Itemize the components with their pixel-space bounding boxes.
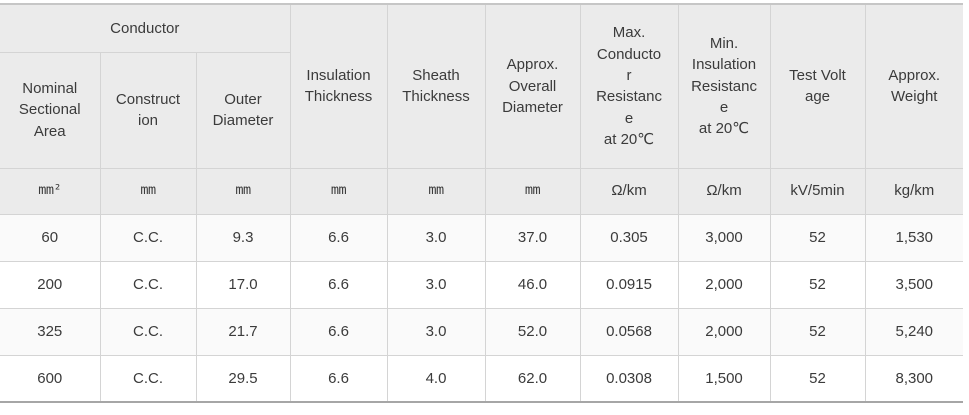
col-header-max-conductor-resistance: Max. Conducto r Resistanc e at 20℃	[579, 3, 679, 169]
cell-construction: C.C.	[99, 307, 197, 356]
table-row: 600 C.C. 29.5 6.6 4.0 62.0 0.0308 1,500 …	[0, 354, 964, 403]
cell-construction: C.C.	[99, 354, 197, 403]
cell-min-insulation-resistance: 2,000	[677, 307, 771, 356]
col-header-insulation-thickness: Insulation Thickness	[289, 3, 388, 169]
table-row: 325 C.C. 21.7 6.6 3.0 52.0 0.0568 2,000 …	[0, 307, 964, 356]
unit-approx-weight: kg/km	[864, 167, 964, 215]
unit-approx-overall-diameter: mm	[484, 167, 581, 215]
cell-max-conductor-resistance: 0.0915	[579, 260, 679, 309]
header-group-row: Conductor Insulation Thickness Sheath Th…	[0, 3, 964, 169]
cell-insulation-thickness: 6.6	[289, 260, 388, 309]
cell-approx-overall-diameter: 46.0	[484, 260, 581, 309]
col-header-outer-diameter: Outer Diameter	[195, 51, 291, 169]
table-row: 60 C.C. 9.3 6.6 3.0 37.0 0.305 3,000 52 …	[0, 213, 964, 262]
unit-min-insulation-resistance: Ω/km	[677, 167, 771, 215]
cell-approx-weight: 3,500	[864, 260, 964, 309]
cell-nominal-sectional-area: 200	[0, 260, 101, 309]
cell-test-voltage: 52	[769, 213, 866, 262]
unit-construction: mm	[99, 167, 197, 215]
cell-outer-diameter: 21.7	[195, 307, 291, 356]
cell-insulation-thickness: 6.6	[289, 307, 388, 356]
col-header-sheath-thickness: Sheath Thickness	[386, 3, 486, 169]
cell-insulation-thickness: 6.6	[289, 354, 388, 403]
cell-max-conductor-resistance: 0.0568	[579, 307, 679, 356]
col-header-min-insulation-resistance: Min. Insulation Resistanc e at 20℃	[677, 3, 771, 169]
cell-nominal-sectional-area: 600	[0, 354, 101, 403]
unit-sheath-thickness: mm	[386, 167, 486, 215]
unit-test-voltage: kV/5min	[769, 167, 866, 215]
unit-nominal-sectional-area: mm²	[0, 167, 101, 215]
cell-sheath-thickness: 3.0	[386, 307, 486, 356]
units-row: mm² mm mm mm mm mm Ω/km Ω/km kV/5min kg/…	[0, 167, 964, 215]
header-sub-row: Nominal Sectional Area Construct ion Out…	[0, 51, 963, 169]
cell-outer-diameter: 17.0	[195, 260, 291, 309]
cell-approx-overall-diameter: 62.0	[484, 354, 581, 403]
unit-outer-diameter: mm	[195, 167, 291, 215]
col-header-approx-overall-diameter: Approx. Overall Diameter	[484, 3, 581, 169]
col-header-nominal-sectional-area: Nominal Sectional Area	[0, 51, 101, 169]
table-row: 200 C.C. 17.0 6.6 3.0 46.0 0.0915 2,000 …	[0, 260, 964, 309]
cell-outer-diameter: 29.5	[195, 354, 291, 403]
unit-insulation-thickness: mm	[289, 167, 388, 215]
cell-approx-weight: 8,300	[864, 354, 964, 403]
cell-max-conductor-resistance: 0.0308	[579, 354, 679, 403]
cell-approx-overall-diameter: 52.0	[484, 307, 581, 356]
col-header-test-voltage: Test Volt age	[769, 3, 866, 169]
cell-nominal-sectional-area: 325	[0, 307, 101, 356]
cell-insulation-thickness: 6.6	[289, 213, 388, 262]
cell-min-insulation-resistance: 2,000	[677, 260, 771, 309]
cell-nominal-sectional-area: 60	[0, 213, 101, 262]
unit-max-conductor-resistance: Ω/km	[579, 167, 679, 215]
col-group-conductor: Conductor	[0, 3, 291, 53]
cell-approx-overall-diameter: 37.0	[484, 213, 581, 262]
cell-test-voltage: 52	[769, 307, 866, 356]
cell-test-voltage: 52	[769, 354, 866, 403]
cell-construction: C.C.	[99, 213, 197, 262]
cable-spec-table: Conductor Insulation Thickness Sheath Th…	[0, 3, 964, 403]
cell-sheath-thickness: 4.0	[386, 354, 486, 403]
cell-min-insulation-resistance: 3,000	[677, 213, 771, 262]
cell-outer-diameter: 9.3	[195, 213, 291, 262]
cell-approx-weight: 1,530	[864, 213, 964, 262]
col-header-construction: Construct ion	[99, 51, 197, 169]
cell-test-voltage: 52	[769, 260, 866, 309]
cell-sheath-thickness: 3.0	[386, 260, 486, 309]
col-header-approx-weight: Approx. Weight	[864, 3, 964, 169]
cell-construction: C.C.	[99, 260, 197, 309]
cell-sheath-thickness: 3.0	[386, 213, 486, 262]
cell-max-conductor-resistance: 0.305	[579, 213, 679, 262]
cell-approx-weight: 5,240	[864, 307, 964, 356]
cell-min-insulation-resistance: 1,500	[677, 354, 771, 403]
